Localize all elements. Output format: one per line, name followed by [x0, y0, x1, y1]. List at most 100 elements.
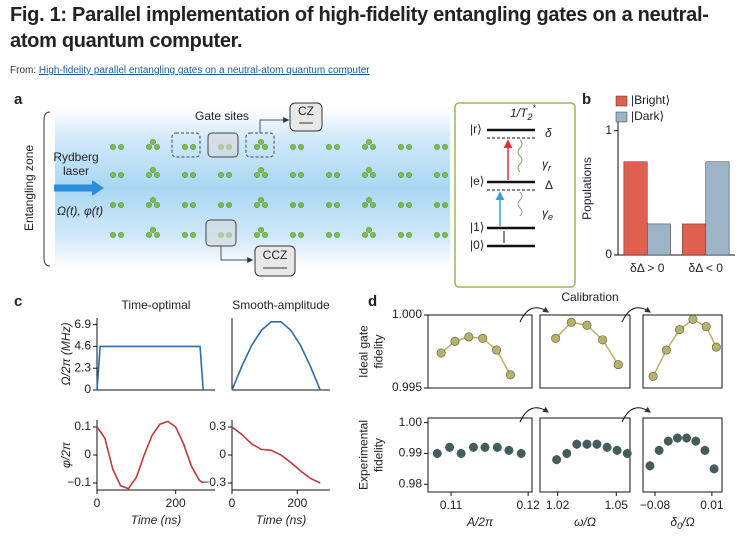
point — [691, 436, 701, 446]
atom — [258, 139, 264, 145]
detuning-label: δ — [545, 126, 552, 140]
frame — [539, 417, 631, 493]
point — [492, 345, 502, 355]
atom — [154, 144, 160, 150]
atom — [334, 202, 340, 208]
atom — [118, 172, 124, 178]
atom — [406, 172, 412, 178]
atom — [334, 172, 340, 178]
x-tick-label: 1.02 — [546, 498, 570, 512]
atom — [118, 232, 124, 238]
atom — [290, 202, 296, 208]
calibration-arrow — [519, 406, 549, 423]
point — [480, 442, 490, 452]
bar — [647, 223, 671, 256]
atom — [406, 202, 412, 208]
atom — [190, 202, 196, 208]
atom — [326, 202, 332, 208]
atom — [254, 202, 260, 208]
line — [231, 426, 321, 484]
legend-swatch — [615, 111, 628, 123]
laser-arrow-head — [92, 180, 104, 196]
atom — [150, 139, 156, 145]
atom — [182, 232, 188, 238]
panel-label: c — [14, 293, 22, 310]
x-tick-label: −0.08 — [640, 498, 671, 512]
atom — [226, 202, 232, 208]
atom — [326, 172, 332, 178]
atom — [434, 172, 440, 178]
point — [711, 342, 721, 352]
y-tick-label: 2.3 — [74, 360, 91, 374]
y-tick-label: 0 — [84, 447, 91, 461]
atom — [146, 202, 152, 208]
atom — [370, 202, 376, 208]
x-axis-label: δ0/Ω — [670, 515, 694, 531]
point — [682, 433, 692, 443]
laser-label: laser — [63, 164, 89, 178]
atom — [334, 232, 340, 238]
point — [654, 445, 664, 455]
connector — [259, 117, 290, 133]
atom — [254, 172, 260, 178]
line — [96, 345, 204, 391]
calibration-arrow — [519, 306, 549, 323]
connector — [220, 246, 254, 263]
atom — [290, 144, 296, 150]
y-tick-label: 0 — [605, 247, 612, 261]
atom — [366, 197, 372, 203]
dephasing-label: 1/T2* — [510, 103, 536, 122]
zone-label: Entangling zone — [22, 145, 36, 231]
atom — [434, 232, 440, 238]
atom — [366, 167, 372, 173]
bar — [705, 161, 730, 256]
y-axis-label: Ideal gate — [357, 325, 371, 378]
point — [663, 436, 673, 446]
atom — [258, 227, 264, 233]
gate-site — [207, 132, 239, 158]
atom — [154, 202, 160, 208]
atom — [146, 172, 152, 178]
y-tick-label: 0.3 — [209, 419, 226, 433]
point — [562, 448, 572, 458]
laser-beam — [55, 108, 450, 268]
y-axis-label: fidelity — [372, 334, 386, 368]
y-tick-label: 0.995 — [392, 380, 422, 394]
figure-title: Fig. 1: Parallel implementation of high-… — [10, 4, 709, 52]
decay-label: γe — [542, 206, 553, 222]
y-axis-label: φ/2π — [59, 441, 73, 468]
atom — [290, 232, 296, 238]
y-tick-label: −0.1 — [67, 475, 91, 489]
laser-label: Rydberg — [53, 150, 98, 164]
atom — [190, 144, 196, 150]
atom — [442, 232, 448, 238]
atom — [258, 197, 264, 203]
source-link[interactable]: High-fidelity parallel entangling gates … — [38, 65, 370, 76]
drive-label: Ω(t), φ(t) — [57, 204, 103, 218]
frame — [427, 417, 533, 493]
point — [456, 448, 466, 458]
gate-sites-label: Gate sites — [195, 109, 249, 123]
atom — [110, 232, 116, 238]
atom — [154, 172, 160, 178]
y-tick-label: 0.1 — [74, 419, 91, 433]
atom — [370, 172, 376, 178]
point — [688, 314, 698, 324]
x-tick-label: 0.01 — [700, 498, 724, 512]
atom — [442, 202, 448, 208]
atom — [218, 202, 224, 208]
level-label: |1⟩ — [470, 220, 484, 234]
level-inset — [454, 102, 576, 288]
atom — [434, 202, 440, 208]
atom — [362, 144, 368, 150]
atom — [110, 202, 116, 208]
x-tick-label: δΔ > 0 — [630, 261, 665, 275]
x-axis-label-part: δ — [670, 515, 677, 529]
point — [645, 461, 655, 471]
calibration-label: Calibration — [561, 290, 618, 304]
x-axis-label: Time (ns) — [131, 513, 182, 527]
atom — [110, 144, 116, 150]
plot-title: Smooth-amplitude — [232, 298, 330, 312]
y-tick-label: 1 — [605, 123, 612, 137]
